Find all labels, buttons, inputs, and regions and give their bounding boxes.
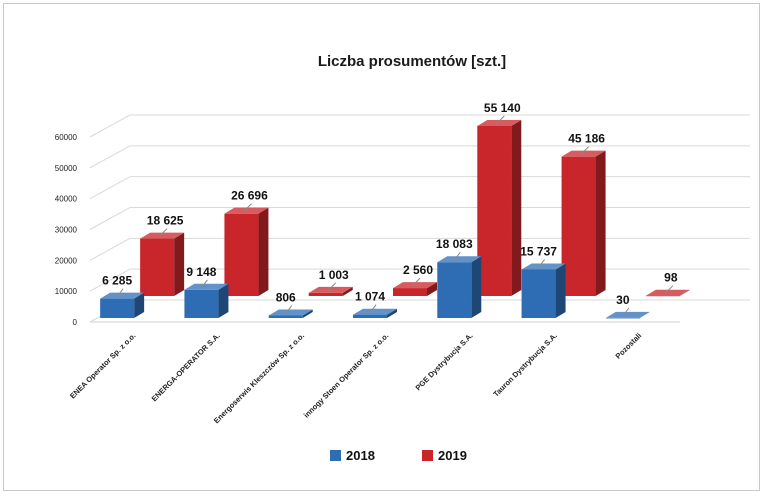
data-label-2018: 1 074: [355, 290, 385, 304]
data-label-2019: 55 140: [484, 101, 521, 115]
leader-line: [201, 279, 208, 289]
data-label-2018: 15 737: [520, 244, 557, 258]
data-label-2019: 45 186: [568, 132, 605, 146]
gridline-side: [89, 207, 131, 230]
category-label: Energoserwis Kleszczów Sp. z o.o.: [212, 331, 306, 425]
legend: 2018 2019: [330, 448, 467, 463]
category-label: innogy Stoen Operator Sp. z o.o.: [302, 331, 391, 420]
data-labels: 18 625 6 285 26 696 9 148 1 003 806 2 560 1 074…: [102, 101, 678, 317]
bar-2018: [353, 308, 397, 318]
gridline-side: [89, 268, 131, 292]
bar-2018: [605, 311, 650, 319]
data-label-2019: 1 003: [319, 268, 349, 282]
bars: [100, 119, 690, 319]
y-tick-label: 30000: [55, 226, 78, 235]
bar-2019: [561, 150, 606, 296]
x-axis-categories: ENEA Operator Sp. z o.o. ENERGA-OPERATOR …: [68, 331, 643, 425]
y-tick-label: 40000: [55, 195, 78, 204]
leader-line: [243, 203, 252, 213]
leader-line: [538, 259, 545, 268]
bar-2019: [224, 207, 269, 296]
category-label: Pozostali: [614, 331, 644, 361]
bar-2019: [645, 289, 690, 297]
chart-frame: [3, 3, 760, 491]
data-label-2018: 806: [276, 291, 296, 305]
legend-swatch: [330, 450, 341, 461]
leader-line: [664, 285, 674, 295]
y-tick-label: 60000: [55, 133, 78, 142]
bar-2019: [140, 232, 185, 296]
category-label: Tauron Dystrybucja S.A.: [491, 331, 559, 399]
data-label-2019: 26 696: [231, 189, 268, 203]
leader-line: [158, 228, 168, 237]
bar-2019: [308, 286, 353, 296]
gridline-side: [89, 176, 131, 200]
gridline-side: [89, 114, 131, 138]
chart-title: Liczba prosumentów [szt.]: [318, 53, 506, 70]
bar-2018: [521, 263, 566, 318]
leader-line: [369, 304, 377, 313]
leader-line: [453, 251, 461, 261]
bar-2018: [268, 309, 313, 318]
leader-line: [327, 282, 337, 292]
legend-label: 2018: [346, 448, 375, 463]
data-label-2018: 30: [616, 293, 630, 307]
leader-line: [285, 305, 293, 314]
category-label: ENERGA-OPERATOR S.A.: [150, 331, 222, 403]
data-label-2018: 9 148: [186, 265, 216, 279]
bar-2018: [100, 292, 145, 318]
bar-2018: [184, 283, 229, 318]
category-label: PGE Dystrybucja S.A.: [414, 331, 475, 392]
data-label-2019: 98: [664, 271, 678, 285]
bar-2018: [437, 256, 482, 318]
y-tick-label: 10000: [55, 287, 78, 296]
gridline-side: [89, 145, 131, 169]
y-tick-label: 0: [73, 318, 78, 327]
data-label-2019: 2 560: [403, 263, 433, 277]
y-tick-label: 20000: [55, 256, 78, 265]
bar-2019: [393, 282, 437, 296]
legend-label: 2019: [438, 448, 467, 463]
legend-swatch: [422, 450, 433, 461]
leader-line: [116, 288, 124, 297]
y-tick-label: 50000: [55, 164, 78, 173]
y-axis-ticks: 0 10000 20000 30000 40000 50000 60000: [55, 133, 78, 327]
data-label-2018: 18 083: [436, 237, 473, 251]
leader-line: [411, 277, 421, 287]
gridline-side: [89, 237, 131, 261]
category-label: ENEA Operator Sp. z o.o.: [68, 331, 138, 401]
leader-line: [622, 307, 630, 317]
data-label-2019: 18 625: [147, 214, 184, 228]
bar-2019: [477, 119, 522, 296]
leader-line: [580, 146, 589, 156]
leader-line: [495, 115, 505, 125]
data-label-2018: 6 285: [102, 274, 132, 288]
